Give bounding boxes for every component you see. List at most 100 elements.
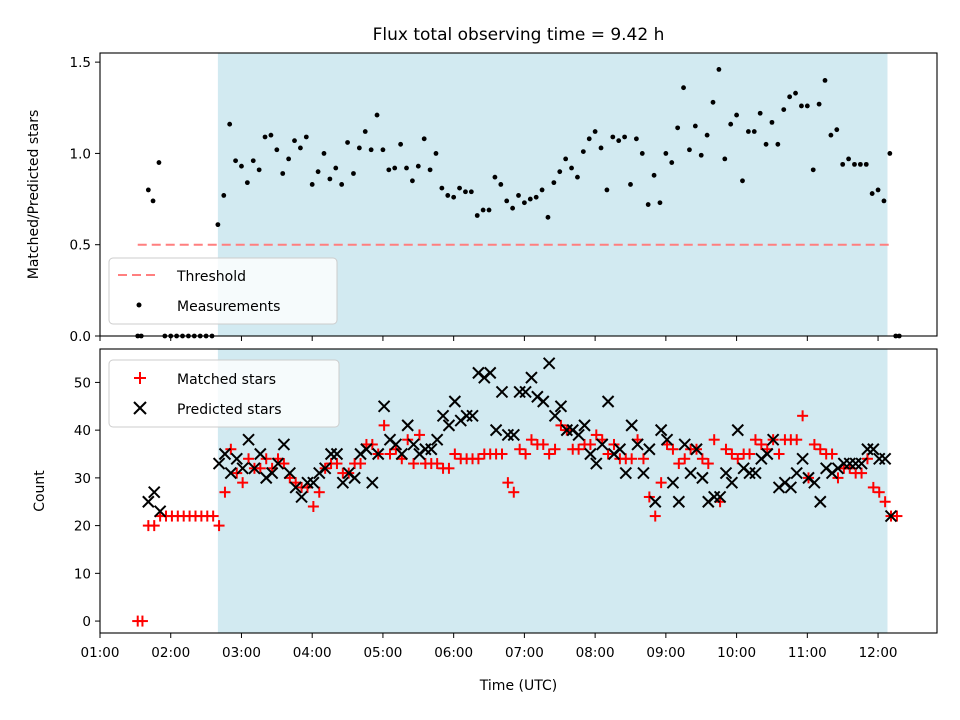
predicted-star-point [572, 428, 585, 442]
measurement-point [734, 112, 739, 118]
matched-star-point [384, 448, 396, 460]
predicted-star-point [513, 385, 526, 399]
predicted-star-point [660, 433, 674, 446]
matched-star-point [508, 486, 520, 498]
measurement-point [816, 101, 822, 107]
predicted-star-point [436, 409, 450, 423]
bottom-legend-frame [108, 359, 340, 428]
measurement-point [492, 174, 498, 180]
measurement-point [616, 138, 622, 144]
measurement-point [822, 77, 828, 83]
bottom-y-axis: 0 10 20 30 40 50 [74, 375, 100, 630]
measurement-point [274, 147, 280, 153]
measurement-point [698, 152, 704, 158]
measurement-point [303, 134, 309, 140]
matched-star-point [773, 448, 785, 460]
predicted-star-point [318, 462, 332, 475]
matched-star-point [520, 448, 532, 460]
predicted-star-point [878, 452, 892, 465]
x-tick-label: 01:00 [81, 645, 120, 661]
matched-star-point [313, 486, 325, 498]
measurement-point [227, 121, 233, 127]
predicted-star-point [324, 447, 338, 461]
predicted-star-point [448, 395, 462, 408]
matched-star-point [873, 486, 885, 498]
predicted-star-point [301, 476, 314, 489]
measurement-point [156, 160, 162, 165]
matched-star-point [649, 510, 661, 522]
x-tick-label: 06:00 [434, 645, 473, 661]
x-tick-label: 09:00 [646, 645, 685, 661]
y-tick-label: 0 [82, 614, 91, 630]
predicted-star-point [696, 471, 709, 485]
predicted-star-point [218, 447, 232, 461]
measurement-point [563, 156, 569, 162]
y-tick-label: 1.5 [70, 55, 91, 71]
predicted-star-point [430, 433, 444, 446]
predicted-star-point [761, 447, 774, 461]
x-tick-label: 04:00 [293, 645, 332, 661]
predicted-star-point [684, 466, 697, 480]
predicted-star-point [731, 423, 744, 437]
matched-star-point [431, 458, 443, 470]
measurement-point [716, 67, 722, 72]
measurement-point [592, 129, 598, 134]
predicted-legend-swatch [133, 401, 147, 415]
measurement-point [580, 149, 586, 154]
measurement-point [692, 123, 698, 129]
bottom-x-axis: 01:00 02:00 03:00 04:00 05:00 06:00 07:00 08:00… [81, 633, 898, 661]
measurement-point [356, 145, 362, 151]
y-tick-label: 30 [74, 471, 91, 487]
measurement-point [521, 200, 527, 206]
x-axis-label: Time (UTC) [479, 678, 557, 694]
predicted-star-point [678, 438, 691, 451]
measurement-point [468, 189, 474, 195]
y-tick-label: 20 [74, 519, 91, 535]
predicted-star-point [425, 443, 438, 456]
predicted-star-point [814, 495, 827, 508]
matched-star-point [584, 438, 596, 450]
measurement-point [681, 85, 686, 91]
measurement-point [445, 193, 451, 198]
predicted-star-point [442, 419, 456, 432]
predicted-stars-series [142, 357, 898, 523]
matched-stars-series [132, 410, 903, 627]
predicted-star-point [560, 423, 574, 437]
measurement-point [315, 169, 321, 175]
predicted-star-point [501, 428, 515, 442]
x-tick-label: 08:00 [576, 645, 615, 661]
chart-title: Flux total observing time = 9.42 h [373, 25, 665, 45]
measurement-point [327, 176, 333, 182]
measurement-point [233, 158, 238, 164]
measurement-point [639, 151, 645, 156]
predicted-star-point [460, 409, 473, 423]
predicted-star-point [849, 457, 862, 470]
measurement-point [828, 132, 834, 138]
predicted-star-point [525, 371, 538, 384]
measurement-point [150, 198, 156, 204]
measurement-point [728, 121, 734, 127]
measurement-point [775, 141, 781, 147]
matched-star-point [496, 448, 508, 460]
matched-star-point [879, 496, 891, 508]
matched-legend-swatch [134, 372, 146, 384]
predicted-star-point [855, 457, 868, 470]
measurement-point [362, 129, 368, 134]
measurement-point [268, 132, 274, 138]
measurement-point [410, 178, 415, 184]
matched-star-point [655, 477, 667, 489]
predicted-star-point [236, 462, 249, 475]
matched-star-point [679, 453, 691, 465]
predicted-star-point [790, 466, 803, 480]
measurement-point [834, 127, 840, 133]
predicted-star-point [242, 433, 255, 446]
x-tick-label: 11:00 [788, 645, 827, 661]
matched-star-point [148, 520, 160, 532]
predicted-star-point [554, 400, 568, 413]
predicted-star-point [489, 423, 503, 437]
measurement-point [704, 132, 710, 138]
ratio-panel: 0.0 0.5 1.0 1.5 Matched/Predicted stars Thr… [26, 52, 938, 345]
matched-star-point [626, 453, 638, 465]
predicted-star-point [749, 466, 762, 480]
measurement-point [751, 129, 757, 134]
